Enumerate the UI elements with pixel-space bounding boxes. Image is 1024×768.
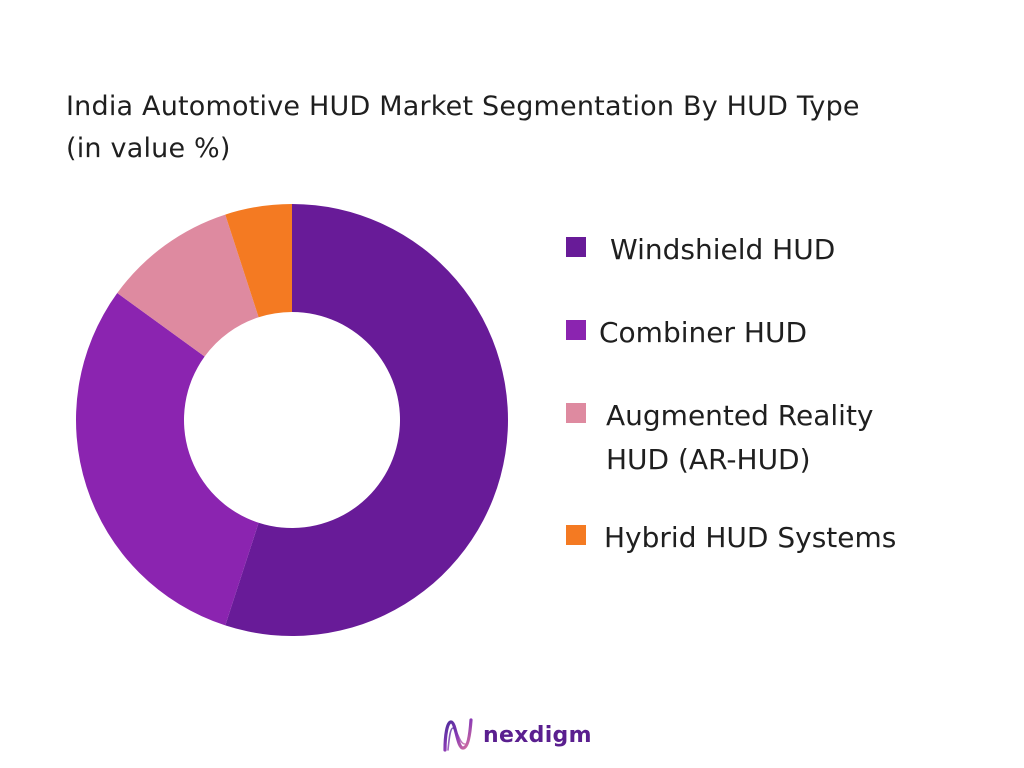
legend-item-hybrid-hud-systems: Hybrid HUD Systems bbox=[566, 516, 964, 560]
legend-label: Combiner HUD bbox=[599, 316, 808, 349]
nexdigm-logo: nexdigm bbox=[441, 716, 592, 754]
nexdigm-wave-logo-icon bbox=[443, 718, 473, 752]
legend-label: Hybrid HUD Systems bbox=[604, 521, 897, 554]
chart-title-line2: (in value %) bbox=[66, 133, 231, 164]
donut-slice-windshield-hud bbox=[225, 204, 508, 636]
legend-swatch bbox=[566, 237, 586, 257]
legend-swatch bbox=[566, 320, 586, 340]
legend-item-windshield-hud: Windshield HUD bbox=[566, 228, 970, 272]
donut-chart bbox=[75, 204, 508, 636]
logo-text: nexdigm bbox=[483, 722, 592, 748]
donut-slice-augmented-reality-hud-ar-hud bbox=[117, 214, 259, 357]
legend-item-ar-hud: Augmented Reality HUD (AR-HUD) bbox=[566, 394, 936, 482]
legend-label: Augmented Reality HUD (AR-HUD) bbox=[606, 399, 874, 476]
chart-title-line1: India Automotive HUD Market Segmentation… bbox=[66, 91, 860, 122]
legend-item-combiner-hud: Combiner HUD bbox=[566, 311, 959, 355]
legend-swatch bbox=[566, 525, 586, 545]
legend-swatch bbox=[566, 403, 586, 423]
donut-slice-hybrid-hud-systems bbox=[225, 204, 292, 318]
donut-slice-combiner-hud bbox=[75, 293, 259, 626]
legend-label: Windshield HUD bbox=[610, 233, 836, 266]
chart-title: India Automotive HUD Market Segmentation… bbox=[66, 86, 986, 170]
